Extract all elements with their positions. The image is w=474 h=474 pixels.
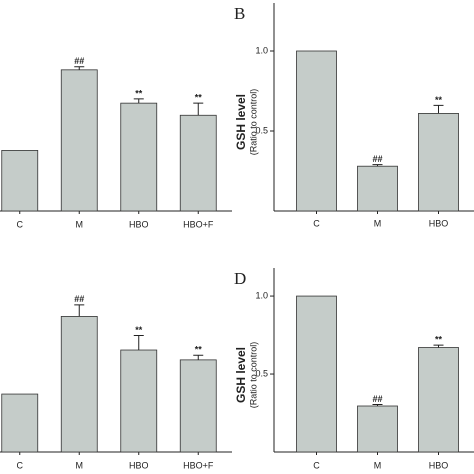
bar <box>418 347 459 453</box>
error-bar <box>433 344 444 348</box>
bar <box>418 113 459 212</box>
bar <box>179 359 217 453</box>
x-tick-label: C <box>17 219 24 229</box>
x-tick-label: C <box>313 218 320 228</box>
y-tick-label: 0.5 <box>255 368 268 378</box>
x-tick-label: HBO <box>429 460 449 470</box>
y-tick-label: 1.0 <box>255 290 268 300</box>
significance-label: ** <box>195 345 203 355</box>
significance-label: ## <box>372 394 382 404</box>
error-bar <box>193 102 204 116</box>
y-axis-sublabel: (Ratio to control) <box>248 342 258 409</box>
error-bar <box>74 66 85 70</box>
x-tick-label: HBO <box>129 460 149 470</box>
y-axis-sublabel: (Ratio to control) <box>248 89 258 156</box>
x-tick-label: M <box>374 460 382 470</box>
x-tick-label: C <box>313 460 320 470</box>
x-tick-label: HBO <box>129 219 149 229</box>
bar <box>296 50 337 212</box>
x-tick-label: HBO <box>429 218 449 228</box>
significance-label: ** <box>435 335 443 345</box>
bar <box>1 393 39 453</box>
error-bar <box>193 354 204 360</box>
bar <box>60 69 98 212</box>
significance-label: ## <box>74 56 84 66</box>
error-bar <box>372 164 383 167</box>
x-tick-label: M <box>76 460 84 470</box>
error-bar <box>133 335 144 351</box>
bar <box>357 165 398 212</box>
y-axis-label: GSH level <box>234 347 248 403</box>
bar <box>120 102 158 212</box>
significance-label: ** <box>435 95 443 105</box>
significance-label: ** <box>135 88 143 98</box>
significance-label: ** <box>135 325 143 335</box>
y-tick-label: 0.5 <box>255 125 268 135</box>
error-bar <box>433 104 444 114</box>
bar <box>60 316 98 453</box>
significance-label: ** <box>195 93 203 103</box>
error-bar <box>372 403 383 406</box>
x-tick-label: C <box>17 460 24 470</box>
x-tick-label: M <box>374 218 382 228</box>
x-tick-label: HBO+F <box>183 219 214 229</box>
x-tick-label: HBO+F <box>183 460 214 470</box>
significance-label: ## <box>74 294 84 304</box>
bar <box>1 150 39 212</box>
y-axis-label: GSH level <box>234 94 248 150</box>
bar <box>179 114 217 212</box>
error-bar <box>74 304 85 317</box>
panel-letter: B <box>234 4 245 23</box>
y-tick-label: 1.0 <box>255 45 268 55</box>
bar <box>357 405 398 453</box>
panel-letter: D <box>234 269 246 288</box>
bar <box>120 349 158 453</box>
bar <box>296 295 337 453</box>
significance-label: ## <box>372 154 382 164</box>
x-tick-label: M <box>76 219 84 229</box>
error-bar <box>133 98 144 104</box>
